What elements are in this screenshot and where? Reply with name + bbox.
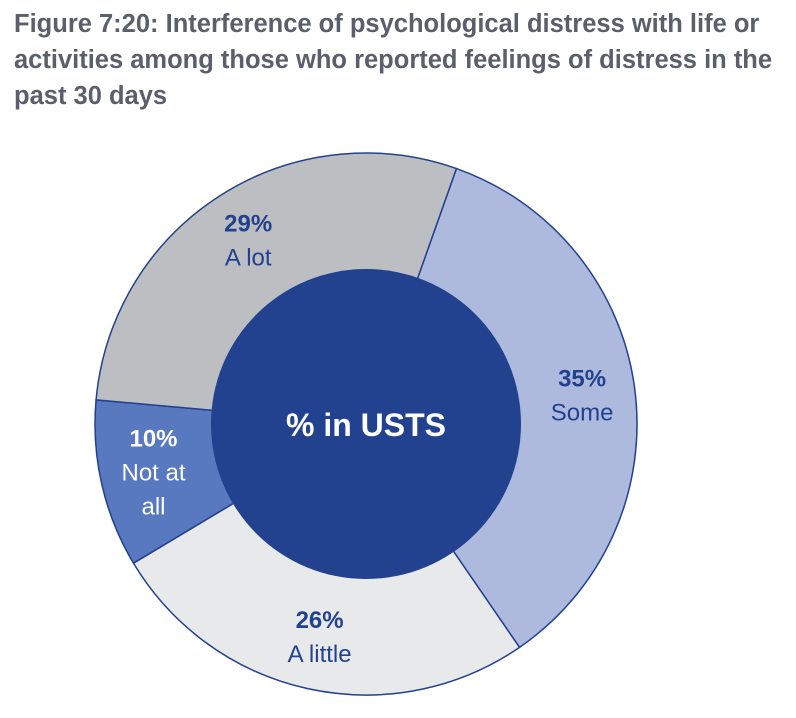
donut-center [211,269,521,579]
label-not-at-all: 10% Not at all [121,426,185,521]
slice-percent: 29% [224,211,272,238]
slice-percent: 26% [296,607,344,634]
label-a-lot: 29% A lot [224,211,272,272]
slice-category: all [141,494,165,521]
slice-category: Not at [121,460,185,487]
chart-title: Figure 7:20: Interference of psychologic… [14,10,773,110]
slice-percent: 10% [129,426,177,453]
center-label: % in USTS [286,407,446,443]
label-a-little: 26% A little [288,607,352,668]
slice-category: A lot [225,245,272,272]
slice-percent: 35% [558,366,606,393]
label-some: 35% Some [551,366,614,427]
slice-category: A little [288,641,352,668]
slice-category: Some [551,400,614,427]
slice-labels: 35% Some 26% A little 10% Not at all 29% A lot [121,211,613,668]
